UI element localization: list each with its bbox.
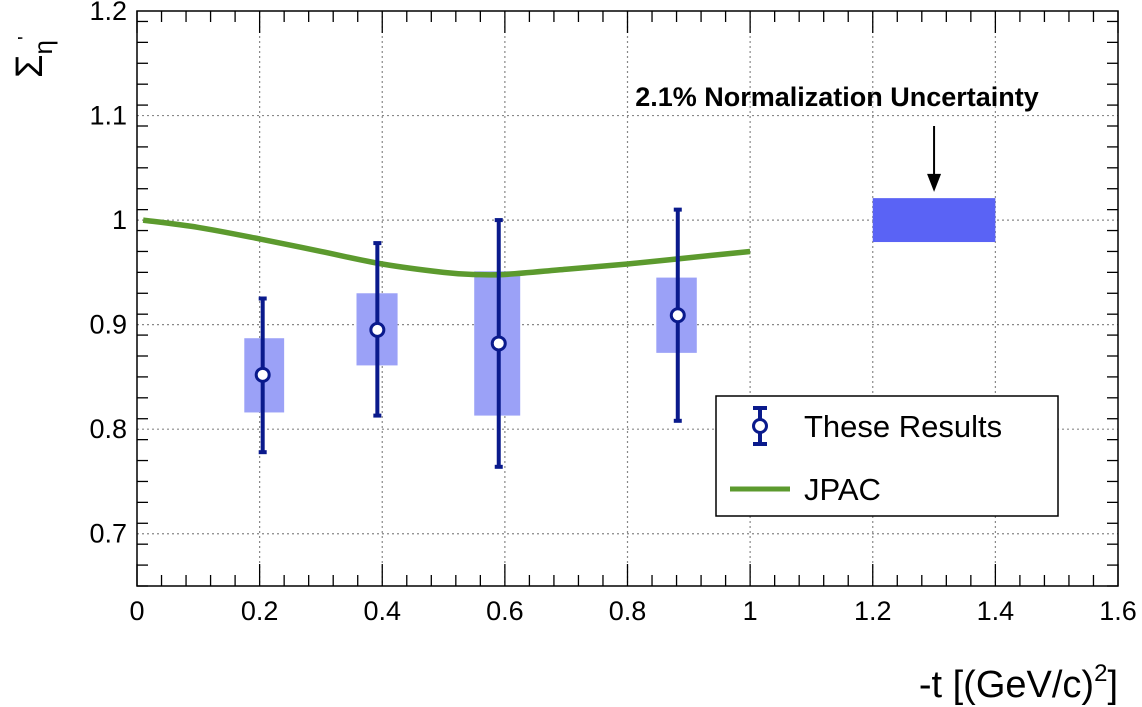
- marker: [669, 307, 686, 324]
- x-tick-label: 1: [743, 596, 758, 626]
- legend-box: [715, 395, 1059, 517]
- legend: These Results JPAC: [715, 395, 1059, 517]
- normalization-band: [872, 198, 996, 243]
- x-tick-label: 1.6: [1099, 596, 1137, 626]
- tick-labels: 0 0.2 0.4 0.6 0.8 1 1.2 1.4 1.6 0.7 0.8 0.9 1 1.1 1.2: [89, 0, 1136, 626]
- x-axis-title: -t [(GeV/c)2]: [919, 660, 1118, 706]
- y-tick-label: 1: [112, 205, 127, 235]
- normalization-band-group: [872, 198, 996, 243]
- y-tick-label: 0.7: [89, 519, 127, 549]
- these-results-series: [254, 207, 686, 469]
- legend-label-these-results: These Results: [804, 409, 1002, 444]
- x-tick-label: 0.2: [241, 596, 279, 626]
- data-point-1: [254, 296, 271, 455]
- legend-label-jpac: JPAC: [804, 472, 881, 507]
- marker: [369, 321, 386, 338]
- normalization-annotation: 2.1% Normalization Uncertainty: [635, 82, 1039, 112]
- y-tick-label: 1.2: [89, 0, 127, 26]
- x-tick-label: 0: [129, 596, 144, 626]
- data-point-2: [369, 241, 386, 418]
- systematic-error-boxes: [244, 271, 697, 416]
- y-axis-title: Ση': [9, 36, 58, 78]
- y-tick-label: 0.9: [89, 310, 127, 340]
- y-tick-label: 0.8: [89, 414, 127, 444]
- grid: [137, 11, 1118, 586]
- legend-marker-these-results: [752, 406, 768, 446]
- x-tick-label: 0.6: [486, 596, 524, 626]
- jpac-curve: [142, 217, 751, 278]
- data-point-3: [490, 218, 507, 469]
- marker: [254, 366, 271, 383]
- annotation-arrow: [927, 126, 942, 192]
- axis-ticks: [136, 11, 1119, 587]
- marker: [490, 335, 507, 352]
- arrow-head: [927, 173, 942, 192]
- x-tick-label: 0.4: [363, 596, 401, 626]
- jpac-series: [142, 217, 751, 278]
- y-tick-label: 1.1: [89, 101, 127, 131]
- x-tick-label: 1.2: [854, 596, 892, 626]
- x-tick-label: 0.8: [609, 596, 647, 626]
- x-tick-label: 1.4: [977, 596, 1015, 626]
- data-point-4: [669, 207, 686, 423]
